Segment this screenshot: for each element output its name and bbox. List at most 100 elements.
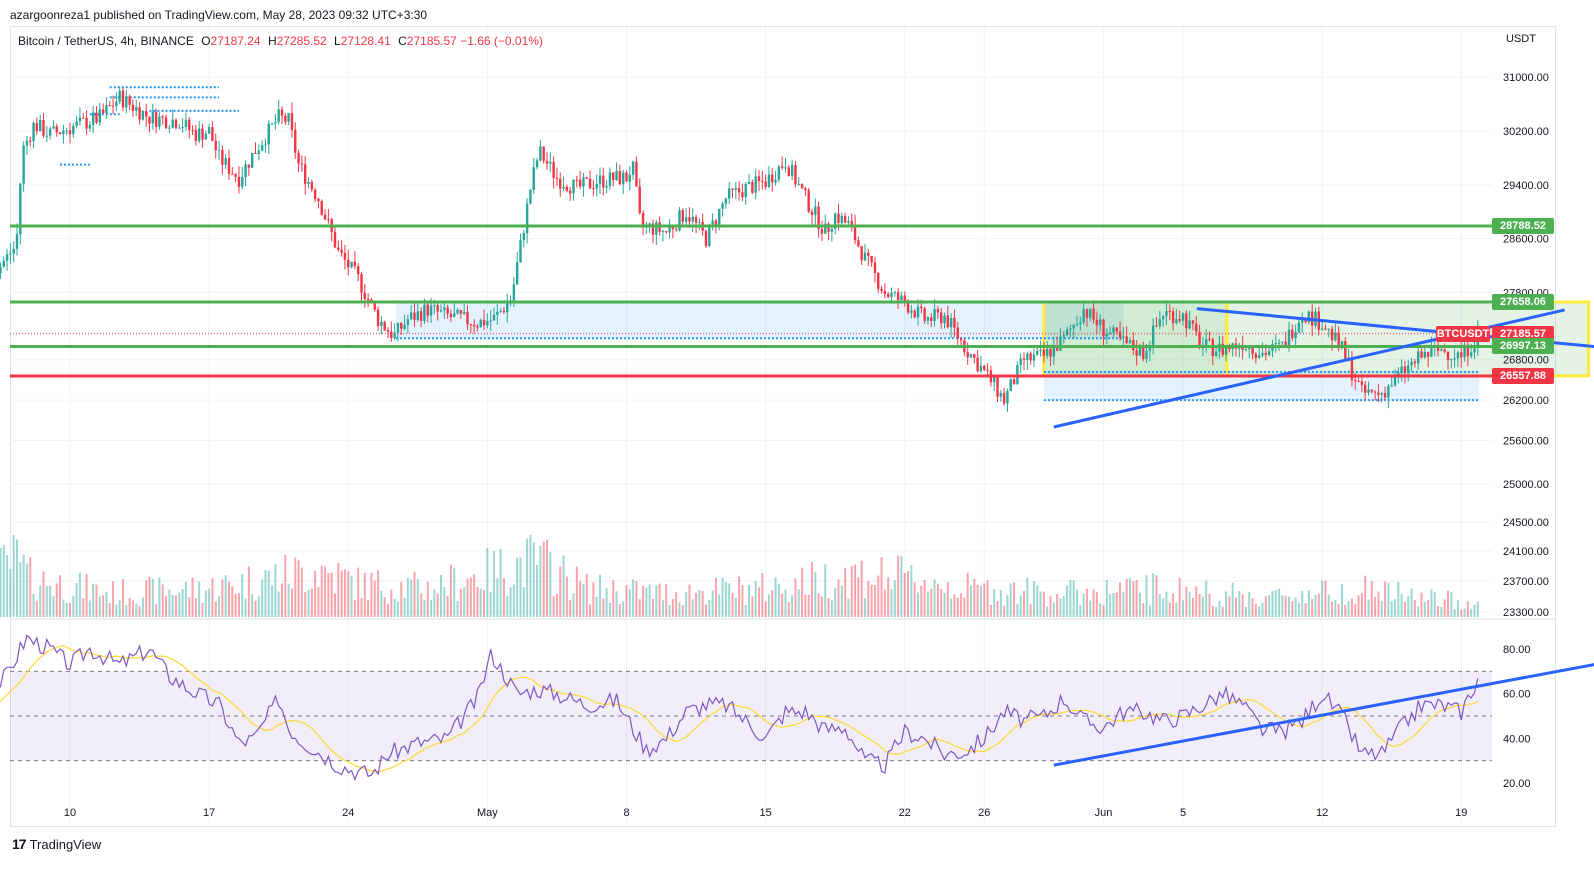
- candle-body: [1022, 358, 1026, 360]
- volume-bar: [1251, 598, 1254, 617]
- candle-body: [824, 223, 827, 234]
- candle-body: [578, 179, 582, 187]
- candle-body: [618, 171, 622, 185]
- volume-bar: [618, 603, 621, 617]
- candle-body: [949, 318, 953, 328]
- candle-body: [479, 319, 482, 328]
- time-tick-label: 15: [760, 807, 772, 819]
- candle-body: [598, 175, 602, 185]
- volume-bar: [1198, 594, 1201, 617]
- volume-bar: [1254, 603, 1257, 617]
- candle-body: [62, 130, 65, 134]
- volume-bar: [35, 600, 38, 617]
- volume-bar: [1268, 595, 1271, 617]
- candle-body: [217, 149, 221, 151]
- volume-bar: [1066, 585, 1069, 617]
- candle-body: [472, 325, 476, 327]
- volume-bar: [1039, 591, 1042, 617]
- candle-body: [466, 311, 469, 325]
- candle-body: [227, 158, 231, 174]
- volume-bar: [860, 560, 863, 617]
- candle-body: [1456, 352, 1460, 359]
- candle-body: [1135, 350, 1138, 356]
- candle-body: [1264, 352, 1268, 356]
- candle-body: [121, 90, 125, 108]
- volume-bar: [347, 571, 350, 617]
- volume-bar: [989, 604, 992, 617]
- candle-body: [1065, 329, 1069, 336]
- candle-body: [1363, 384, 1367, 393]
- volume-bar: [274, 564, 277, 617]
- volume-bar: [1188, 592, 1191, 617]
- candle-body: [75, 121, 78, 126]
- volume-bar: [1423, 601, 1426, 617]
- volume-bar: [1023, 591, 1025, 617]
- volume-bar: [628, 589, 631, 617]
- candle-body: [890, 292, 893, 298]
- candle-body: [38, 120, 42, 132]
- candle-body: [413, 312, 416, 320]
- volume-bar: [1165, 591, 1168, 617]
- candle-body: [1277, 342, 1281, 344]
- candle-body: [1284, 341, 1287, 347]
- volume-bar: [6, 555, 9, 617]
- volume-bar: [1152, 573, 1155, 617]
- low-label: L: [334, 34, 341, 48]
- candle-body: [1274, 343, 1277, 345]
- candle-body: [1397, 373, 1400, 376]
- volume-bar: [290, 588, 293, 617]
- volume-bar: [993, 588, 996, 617]
- candle-body: [863, 252, 867, 261]
- volume-bar: [403, 597, 406, 617]
- candle-body: [482, 319, 486, 326]
- volume-bar: [1205, 580, 1208, 617]
- candle-body: [1045, 348, 1049, 356]
- volume-bar: [592, 582, 595, 617]
- volume-bar: [416, 579, 419, 617]
- candle-body: [376, 309, 380, 327]
- volume-bar: [45, 586, 48, 617]
- candle-body: [1191, 320, 1195, 324]
- candle-body: [1407, 365, 1410, 374]
- volume-bar: [1317, 593, 1320, 617]
- horizontal-levels[interactable]: [10, 224, 1492, 378]
- volume-bar: [1291, 601, 1294, 617]
- candle-body: [492, 314, 496, 321]
- candle-body: [1059, 336, 1062, 351]
- candle-body: [171, 119, 174, 128]
- volume-bar: [1473, 604, 1476, 617]
- volume-bar: [201, 602, 204, 617]
- candle-body: [419, 311, 423, 321]
- candle-body: [976, 357, 979, 372]
- candle-body: [52, 126, 55, 129]
- volume-bar: [125, 605, 128, 617]
- volume-bar: [479, 588, 482, 617]
- candle-body: [840, 215, 844, 223]
- volume-bar: [661, 600, 664, 617]
- candle-body: [48, 128, 52, 136]
- candle-body: [496, 311, 499, 315]
- volume-bar: [62, 599, 65, 617]
- ohlc-legend: Bitcoin / TetherUS, 4h, BINANCE O27187.2…: [18, 34, 543, 48]
- candle-body: [131, 104, 135, 111]
- candle-body: [827, 223, 830, 232]
- candle-body: [1383, 393, 1387, 398]
- volume-bar: [771, 590, 774, 617]
- candle-body: [128, 96, 131, 105]
- volume-bar: [1072, 580, 1075, 617]
- price-tick-label: 31000.00: [1503, 72, 1549, 84]
- time-tick-label: 26: [978, 807, 990, 819]
- candle-body: [184, 119, 188, 128]
- volume-bar: [1026, 577, 1029, 617]
- volume-bar: [483, 589, 486, 617]
- candle-body: [327, 219, 330, 221]
- volume-bar: [52, 596, 55, 617]
- candle-body: [628, 174, 632, 182]
- candle-body: [1198, 331, 1201, 347]
- candle-body: [549, 162, 552, 164]
- volume-bar: [887, 577, 890, 617]
- time-tick-label: Jun: [1095, 807, 1113, 819]
- volume-bar: [569, 600, 572, 617]
- tradingview-brand[interactable]: 17 TradingView: [12, 836, 101, 852]
